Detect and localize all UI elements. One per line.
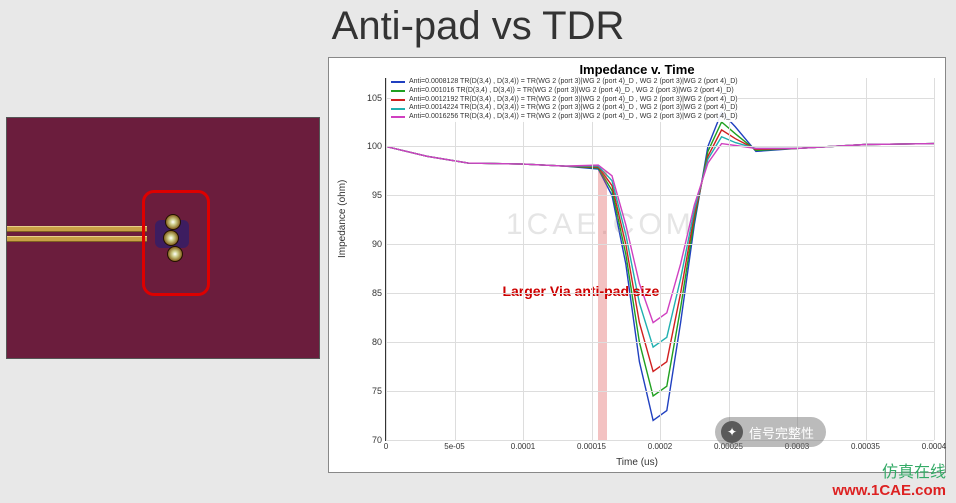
- legend-label: Anti=0.0014224 TR(D(3,4) , D(3,4)) = TR(…: [409, 104, 738, 113]
- legend-swatch: [391, 81, 405, 83]
- pcb-panel: [6, 117, 320, 359]
- x-tick: 0.0002: [648, 440, 672, 451]
- plot-area: 1CAE.COM Larger Via anti-pad size 707580…: [385, 78, 934, 441]
- legend-item: Anti=0.0012192 TR(D(3,4) , D(3,4)) = TR(…: [391, 96, 738, 105]
- slide-title: Anti-pad vs TDR: [0, 4, 956, 49]
- footer: 仿真在线 www.1CAE.com: [832, 458, 946, 499]
- legend-swatch: [391, 90, 405, 92]
- wechat-badge: ✦ 信号完整性: [715, 417, 826, 447]
- x-tick: 5e-05: [444, 440, 464, 451]
- legend-swatch: [391, 99, 405, 101]
- x-tick: 0: [384, 440, 388, 451]
- annotation-text: Larger Via anti-pad size: [502, 283, 659, 299]
- legend-item: Anti=0.0016256 TR(D(3,4) , D(3,4)) = TR(…: [391, 113, 738, 122]
- legend-swatch: [391, 116, 405, 118]
- y-tick: 85: [352, 288, 386, 298]
- pcb-highlight-box: [142, 190, 210, 296]
- annotation-arrow-band: [598, 171, 606, 440]
- legend-label: Anti=0.0008128 TR(D(3,4) , D(3,4)) = TR(…: [409, 78, 738, 87]
- legend-label: Anti=0.001016 TR(D(3,4) , D(3,4)) = TR(W…: [409, 87, 734, 96]
- legend-item: Anti=0.001016 TR(D(3,4) , D(3,4)) = TR(W…: [391, 87, 738, 96]
- x-axis-label: Time (us): [616, 457, 658, 468]
- chart-title: Impedance v. Time: [331, 62, 943, 77]
- pcb-trace-top: [7, 226, 147, 232]
- footer-url: www.1CAE.com: [832, 482, 946, 499]
- y-tick: 95: [352, 190, 386, 200]
- y-tick: 100: [352, 141, 386, 151]
- legend-item: Anti=0.0014224 TR(D(3,4) , D(3,4)) = TR(…: [391, 104, 738, 113]
- chart-container: Impedance v. Time Anti=0.0008128 TR(D(3,…: [328, 57, 946, 473]
- y-tick: 80: [352, 337, 386, 347]
- y-tick: 70: [352, 435, 386, 445]
- wechat-icon: ✦: [721, 421, 743, 443]
- legend-label: Anti=0.0012192 TR(D(3,4) , D(3,4)) = TR(…: [409, 96, 738, 105]
- legend-label: Anti=0.0016256 TR(D(3,4) , D(3,4)) = TR(…: [409, 113, 738, 122]
- y-tick: 105: [352, 93, 386, 103]
- legend-swatch: [391, 108, 405, 110]
- y-tick: 75: [352, 386, 386, 396]
- x-tick: 0.00035: [851, 440, 880, 451]
- content-row: Impedance v. Time Anti=0.0008128 TR(D(3,…: [0, 57, 956, 473]
- y-tick: 90: [352, 239, 386, 249]
- footer-cn: 仿真在线: [832, 458, 946, 482]
- pcb-trace-bottom: [7, 236, 147, 242]
- x-tick: 0.0004: [922, 440, 946, 451]
- wechat-label: 信号完整性: [749, 423, 814, 442]
- y-axis-label: Impedance (ohm): [337, 180, 348, 258]
- legend-item: Anti=0.0008128 TR(D(3,4) , D(3,4)) = TR(…: [391, 78, 738, 87]
- x-tick: 0.0001: [511, 440, 535, 451]
- x-tick: 0.00015: [577, 440, 606, 451]
- chart-legend: Anti=0.0008128 TR(D(3,4) , D(3,4)) = TR(…: [391, 78, 738, 122]
